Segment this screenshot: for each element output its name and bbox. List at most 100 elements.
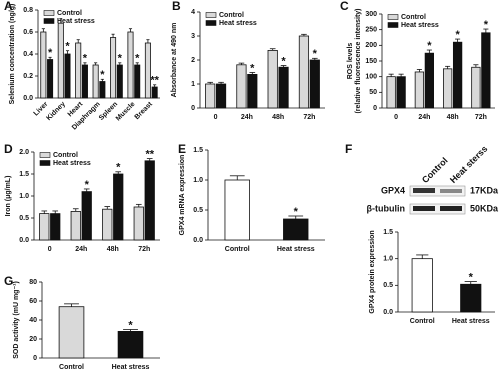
y-tick-label: 0 [191,105,195,112]
significance: * [65,41,70,53]
y-tick-label: 1.5 [193,147,203,154]
significance: * [313,48,318,60]
legend-label: Control [53,152,78,159]
panel-letter: C [340,0,349,13]
significance: * [427,40,432,52]
y-tick-label: 0.0 [23,95,33,102]
bar [267,50,278,109]
bar [40,31,47,99]
y-tick-label: 20 [29,336,37,343]
x-tick-label: 0 [48,246,52,253]
significance: * [48,47,53,59]
legend-swatch [205,12,217,18]
significance: * [116,162,121,174]
y-tick-label: 1.5 [19,171,29,178]
y-tick-label: 2.0 [19,149,29,156]
bar [224,179,250,241]
bar [64,53,71,99]
x-tick-label: Heat stress [452,318,490,325]
blot-lane: Heat sterss [448,144,489,185]
y-tick-label: 0.0 [193,237,203,244]
bar [215,83,227,109]
y-tick-label: 4 [191,9,195,16]
bar [414,71,425,109]
y-tick-label: 0.2 [23,73,33,80]
x-tick-label: 48h [447,114,459,121]
significance: * [250,62,255,74]
legend-label: Control [401,14,426,21]
x-tick-label: 24h [241,114,253,121]
panel-letter: A [4,0,13,13]
legend-swatch [387,22,399,28]
blot-signal [440,189,462,193]
x-tick-label: Muscle [115,101,137,123]
bar [442,68,453,109]
y-tick-label: 0.5 [193,207,203,214]
panel-letter: G [4,274,13,288]
bar [99,81,106,99]
legend-label: Heat stress [53,160,91,167]
y-tick-label: 0.0 [19,237,29,244]
blot-size: 17KDa [470,185,499,195]
blot-protein: β-tubulin [367,203,405,213]
y-tick-label: 0.4 [23,51,33,58]
bar [247,74,258,109]
y-tick-label: 1 [191,81,195,88]
panel-letter: D [4,142,13,156]
blot-protein: GPX4 [381,185,405,195]
legend-swatch [43,18,55,24]
x-tick-label: 72h [303,114,315,121]
significance: * [83,53,88,65]
bar [110,37,117,99]
bar [144,160,155,241]
legend-label: Control [219,12,244,19]
bar [144,42,151,99]
legend-label: Control [57,10,82,17]
bar [298,35,310,109]
bar [47,59,54,99]
y-axis-label: (relative fluorescence intensity) [355,8,362,113]
significance: * [100,69,105,81]
bar [236,64,247,109]
significance: * [281,55,286,67]
y-axis-label: GPX4 mRNA expression [179,155,186,236]
bar [39,213,50,241]
bar [278,66,289,109]
y-tick-label: 0.5 [383,282,393,289]
y-axis-label: Absorbance at 490 nm [171,23,178,98]
bar [411,258,433,313]
y-tick-label: 1.0 [193,177,203,184]
legend-label: Heat stress [219,20,257,27]
blot-band [409,203,466,215]
x-tick-label: 48h [272,114,284,121]
blot-signal [440,206,462,211]
significance: * [85,179,90,191]
x-tick-label: Control [410,318,435,325]
bar [81,191,92,241]
significance: * [294,206,299,218]
y-tick-label: 0 [373,105,377,112]
blot-size: 50KDa [470,203,499,213]
bar [133,206,144,241]
bar [92,64,99,99]
x-tick-label: 0 [394,114,398,121]
bar [81,64,88,99]
blot-signal [413,188,435,193]
bar [75,42,82,99]
y-axis-label: Iron (μg/mL) [5,176,12,217]
y-tick-label: 2 [191,57,195,64]
x-tick-label: Heat stress [277,246,315,253]
x-tick-label: 72h [475,114,487,121]
bar [309,59,320,109]
bar [58,306,85,359]
panel-letter: B [172,0,181,13]
y-tick-label: 150 [365,58,377,65]
bar [471,66,481,109]
x-tick-label: 24h [418,114,430,121]
x-tick-label: Heat stress [112,364,150,371]
x-tick-label: 0 [214,114,218,121]
y-tick-label: 1.5 [383,229,393,236]
bar [205,83,216,109]
panel-letter: E [178,142,186,156]
significance: * [484,19,489,31]
